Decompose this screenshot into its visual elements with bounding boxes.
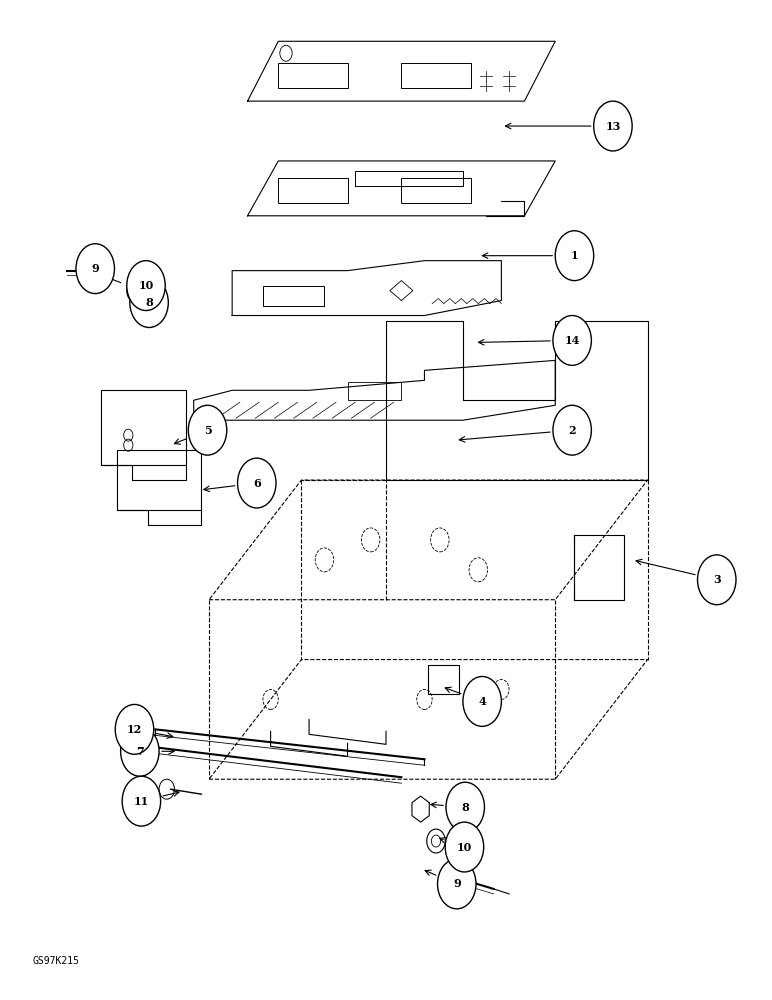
Circle shape [594, 101, 632, 151]
Bar [347, 382, 401, 400]
Text: 5: 5 [204, 425, 212, 436]
Text: 14: 14 [564, 335, 580, 346]
Circle shape [115, 704, 154, 754]
Bar [117, 450, 201, 510]
Text: 10: 10 [457, 842, 472, 853]
Text: 7: 7 [136, 746, 144, 757]
Bar [574, 535, 625, 600]
Text: 13: 13 [605, 121, 621, 132]
Text: GS97K215: GS97K215 [32, 956, 80, 966]
Circle shape [188, 405, 227, 455]
Bar [401, 63, 471, 88]
Text: 8: 8 [462, 802, 469, 813]
Bar [279, 63, 347, 88]
Circle shape [553, 316, 591, 365]
Bar [101, 390, 186, 465]
Circle shape [698, 555, 736, 605]
Circle shape [445, 822, 484, 872]
Circle shape [555, 231, 594, 281]
Circle shape [438, 859, 476, 909]
Text: 9: 9 [91, 263, 99, 274]
Text: 10: 10 [138, 280, 154, 291]
Circle shape [127, 261, 165, 311]
Circle shape [463, 677, 501, 726]
Bar [428, 665, 459, 694]
Text: 1: 1 [571, 250, 578, 261]
Text: 8: 8 [145, 297, 153, 308]
Text: 2: 2 [568, 425, 576, 436]
Text: 4: 4 [479, 696, 486, 707]
Circle shape [120, 726, 159, 776]
Text: 6: 6 [253, 478, 261, 489]
Circle shape [553, 405, 591, 455]
Bar [401, 178, 471, 203]
Circle shape [76, 244, 114, 294]
Circle shape [122, 776, 161, 826]
Bar [279, 178, 347, 203]
Circle shape [130, 278, 168, 327]
Circle shape [446, 782, 485, 832]
Bar [263, 286, 324, 306]
Text: 11: 11 [134, 796, 149, 807]
Circle shape [238, 458, 276, 508]
Text: 9: 9 [453, 878, 461, 889]
Text: 12: 12 [127, 724, 142, 735]
Bar [355, 171, 463, 186]
Text: 3: 3 [713, 574, 720, 585]
